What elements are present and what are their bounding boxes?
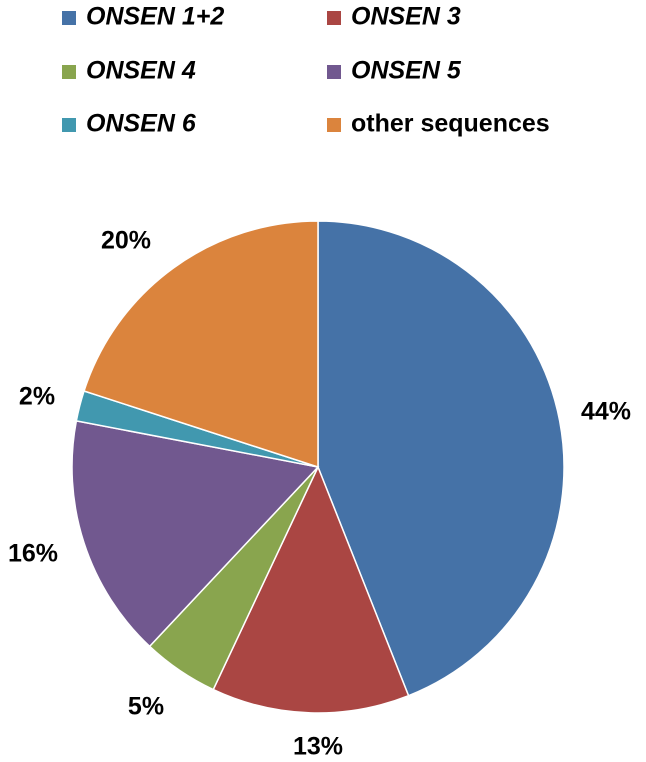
legend-label-other-sequences: other sequences (351, 110, 550, 138)
pie-slices (71, 220, 565, 714)
legend-swatch-other-sequences (327, 118, 341, 132)
pie-slice-onsen-1-2 (317, 220, 565, 697)
legend-label-onsen-4: ONSEN 4 (86, 57, 196, 85)
legend-swatch-onsen-3 (327, 11, 341, 25)
legend-label-onsen-6: ONSEN 6 (86, 110, 197, 138)
data-label-onsen-1-2: 44% (581, 398, 631, 426)
data-label-onsen-5: 16% (8, 540, 58, 568)
pie-slice-other-sequences (83, 220, 319, 469)
legend-label-onsen-3: ONSEN 3 (351, 3, 461, 31)
legend-swatch-onsen-5 (327, 65, 341, 79)
legend-swatch-onsen-6 (62, 118, 76, 132)
legend-swatch-onsen-4 (62, 65, 76, 79)
data-label-onsen-4: 5% (128, 693, 164, 721)
legend-label-onsen-1-2: ONSEN 1+2 (86, 3, 224, 31)
data-label-other-sequences: 20% (101, 227, 151, 255)
pie-slice-onsen-5 (71, 420, 320, 648)
pie-slice-onsen-3 (212, 465, 410, 714)
legend-swatch-onsen-1-2 (62, 11, 76, 25)
chart-legend: ONSEN 1+2 ONSEN 3 ONSEN 4 ONSEN 5 ONSEN 6 oth… (62, 3, 550, 138)
data-label-onsen-3: 13% (293, 733, 343, 761)
data-label-onsen-6: 2% (19, 383, 55, 411)
pie-labels: 44% 13% 5% 16% 2% 20% (8, 227, 631, 761)
legend-label-onsen-5: ONSEN 5 (351, 57, 462, 85)
